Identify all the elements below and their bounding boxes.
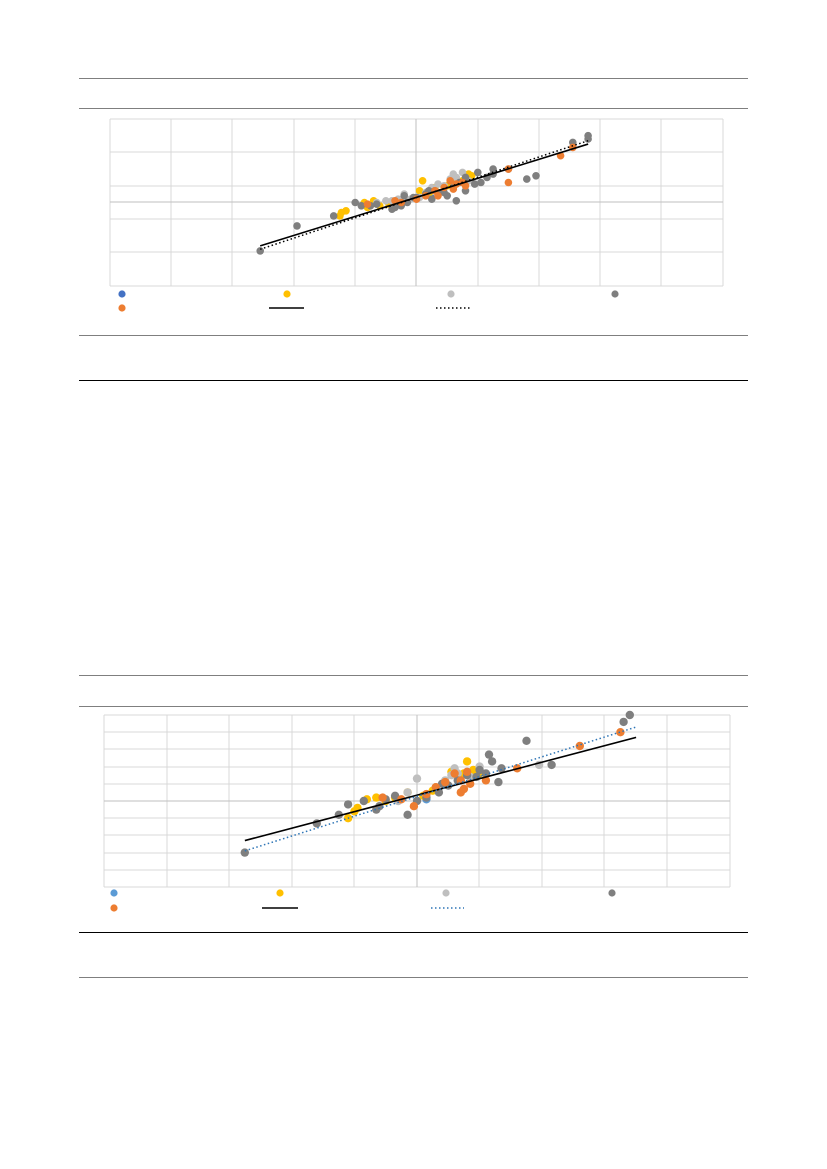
data-point [504,178,513,187]
data-point [357,202,366,210]
data-point [391,203,399,212]
data-point [523,175,531,183]
data-point [403,810,412,819]
data-point [390,791,400,800]
legend-marker [447,290,455,298]
data-point [434,180,442,188]
data-point [547,760,556,770]
legend-marker [283,290,291,298]
data-point [443,192,452,200]
data-point [522,736,531,745]
scatter-chart-1 [109,118,724,312]
data-point [584,131,592,140]
data-point [619,717,628,727]
data-point [462,767,472,776]
data-point [412,774,422,783]
data-point [351,198,360,207]
trendline-dotted [259,139,589,250]
legend-marker [110,889,118,897]
data-point [450,769,459,778]
data-point [477,178,485,187]
data-point [616,728,625,737]
data-point [575,741,584,751]
data-point [441,777,450,787]
data-point [462,757,472,766]
legend-marker [611,290,619,298]
data-point [418,177,427,185]
data-point [625,710,634,720]
legend-marker [118,304,126,312]
data-point [532,172,540,180]
data-point [446,177,455,185]
mid-rule-3 [79,675,748,676]
legend-marker [118,290,126,298]
legend-marker [110,904,118,912]
scatter-chart-2 [103,710,731,912]
data-point [363,200,372,208]
bottom-rule-1 [79,932,748,933]
data-point [459,784,469,794]
data-point [329,212,338,220]
mid-rule-4 [79,706,748,707]
data-point [372,793,381,802]
data-point [428,195,436,203]
data-point [372,200,381,208]
data-point [449,170,458,178]
mid-rule-1 [79,335,748,336]
data-point [434,192,442,200]
top-rule-1 [79,78,748,79]
data-point [494,777,503,787]
mid-rule-2 [79,380,748,381]
data-point [359,796,368,806]
data-point [409,802,419,811]
legend-marker [276,889,284,897]
data-point [378,793,387,802]
data-point [497,764,506,773]
data-point [452,197,461,205]
data-point [475,765,484,775]
data-point [342,207,350,215]
top-rule-2 [79,108,748,109]
data-point [400,192,409,200]
bottom-rule-2 [79,977,748,978]
data-point [487,757,497,766]
data-point [484,750,494,759]
data-point [382,197,390,205]
data-point [343,800,353,809]
data-point [256,247,265,255]
data-point [415,187,424,195]
data-point [293,222,301,230]
data-point [403,788,412,797]
legend-marker [442,889,450,897]
data-point [240,848,249,857]
data-point [470,180,479,188]
legend-marker [608,889,616,897]
trendline-dotted [244,726,637,852]
data-point [474,168,482,177]
data-point [489,165,497,173]
